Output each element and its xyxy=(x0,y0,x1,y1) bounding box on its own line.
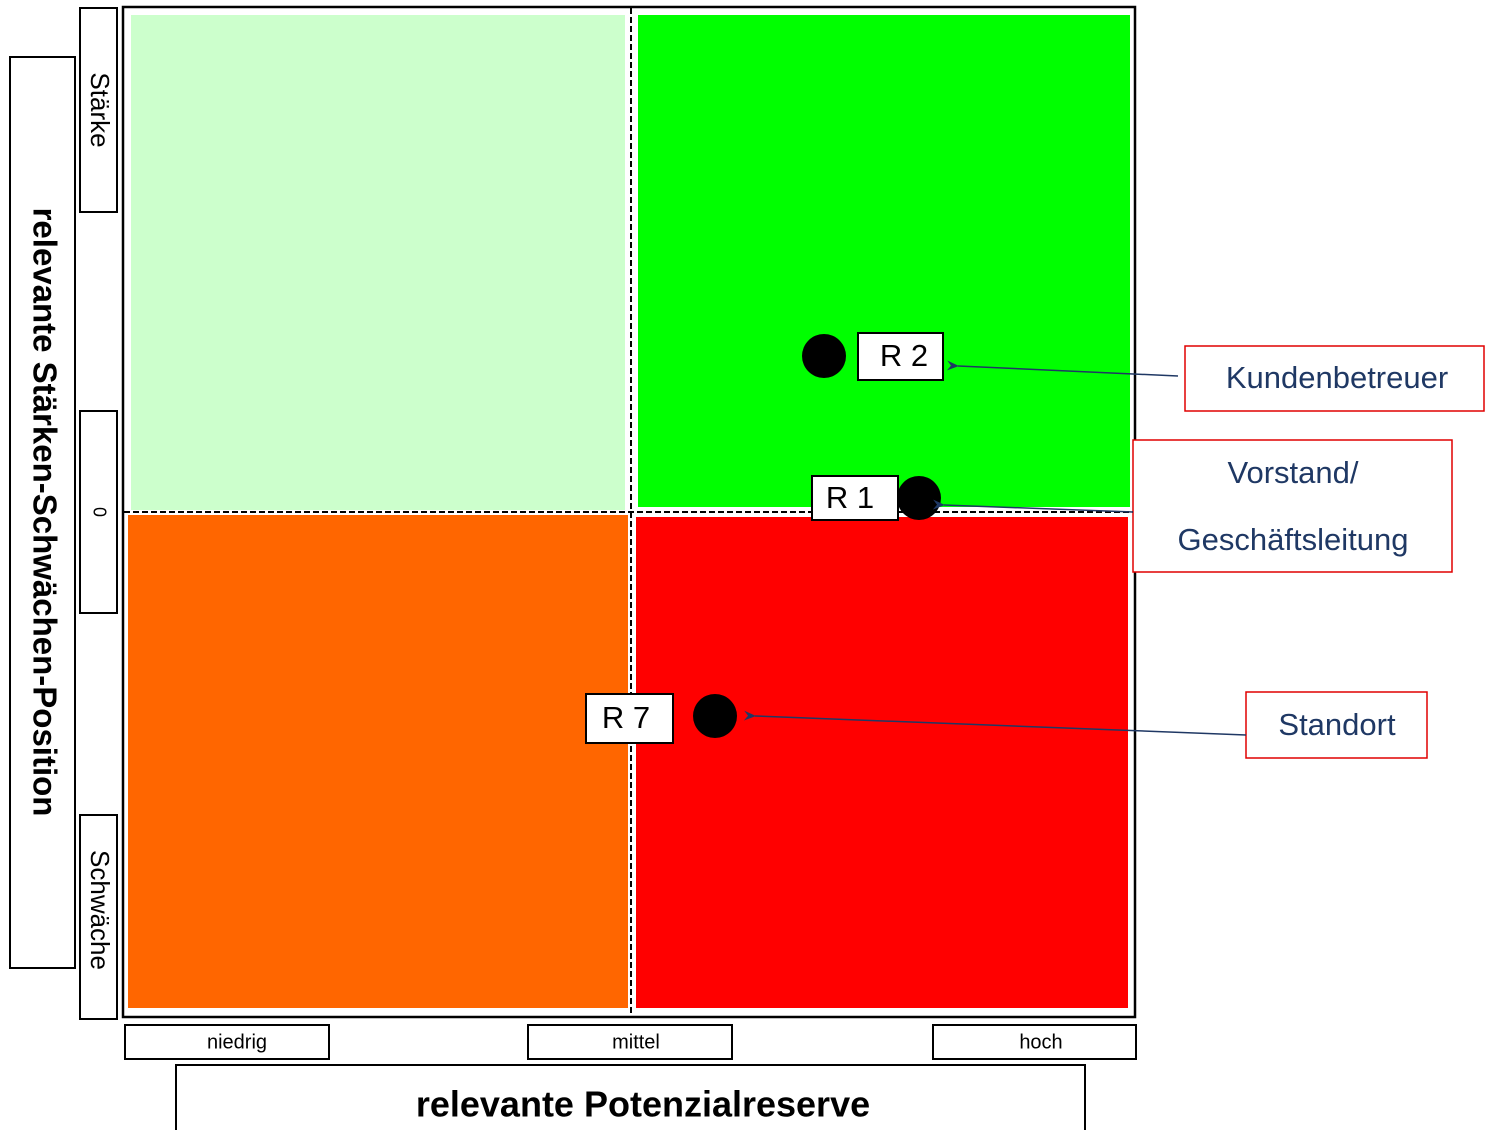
y-label: 0 xyxy=(89,507,109,517)
callout-arrow xyxy=(743,710,1247,736)
callout-text: Standort xyxy=(1278,707,1396,742)
quadrant xyxy=(638,15,1130,507)
x-label: mittel xyxy=(612,1031,660,1053)
quadrant xyxy=(131,15,625,510)
callout-text: Geschäftsleitung xyxy=(1178,522,1409,557)
callout-arrow xyxy=(946,360,1179,377)
y-label: Stärke xyxy=(85,72,115,147)
point-label-box xyxy=(811,475,899,521)
point xyxy=(693,694,737,738)
y-label-box xyxy=(79,7,118,213)
point xyxy=(897,476,941,520)
y-axis-title: relevante Stärken-Schwächen-Position xyxy=(26,208,63,817)
x-axis-title-box xyxy=(175,1064,1086,1130)
point-label-box xyxy=(857,332,944,381)
quadrant xyxy=(636,517,1128,1008)
callout-box xyxy=(1132,439,1453,573)
point-label: R 2 xyxy=(880,338,928,373)
x-label: hoch xyxy=(1019,1031,1062,1053)
point xyxy=(802,334,846,378)
callout-arrow xyxy=(932,499,1134,513)
x-label: niedrig xyxy=(207,1031,267,1053)
y-label-box xyxy=(79,814,118,1020)
point-label: R 1 xyxy=(826,480,874,515)
y-label-box xyxy=(79,410,118,614)
quadrant xyxy=(128,515,628,1008)
x-label-box xyxy=(124,1024,330,1060)
x-label-box xyxy=(527,1024,733,1060)
point-label-box xyxy=(585,693,674,744)
point-label: R 7 xyxy=(602,700,650,735)
callout-box xyxy=(1184,345,1485,412)
x-label-box xyxy=(932,1024,1137,1060)
callout-text: Vorstand/ xyxy=(1228,455,1359,490)
x-axis-title: relevante Potenzialreserve xyxy=(416,1084,870,1125)
callout-box xyxy=(1245,691,1428,759)
callout-text: Kundenbetreuer xyxy=(1226,360,1448,395)
y-axis-title-box xyxy=(9,56,76,969)
y-label: Schwäche xyxy=(85,850,115,970)
